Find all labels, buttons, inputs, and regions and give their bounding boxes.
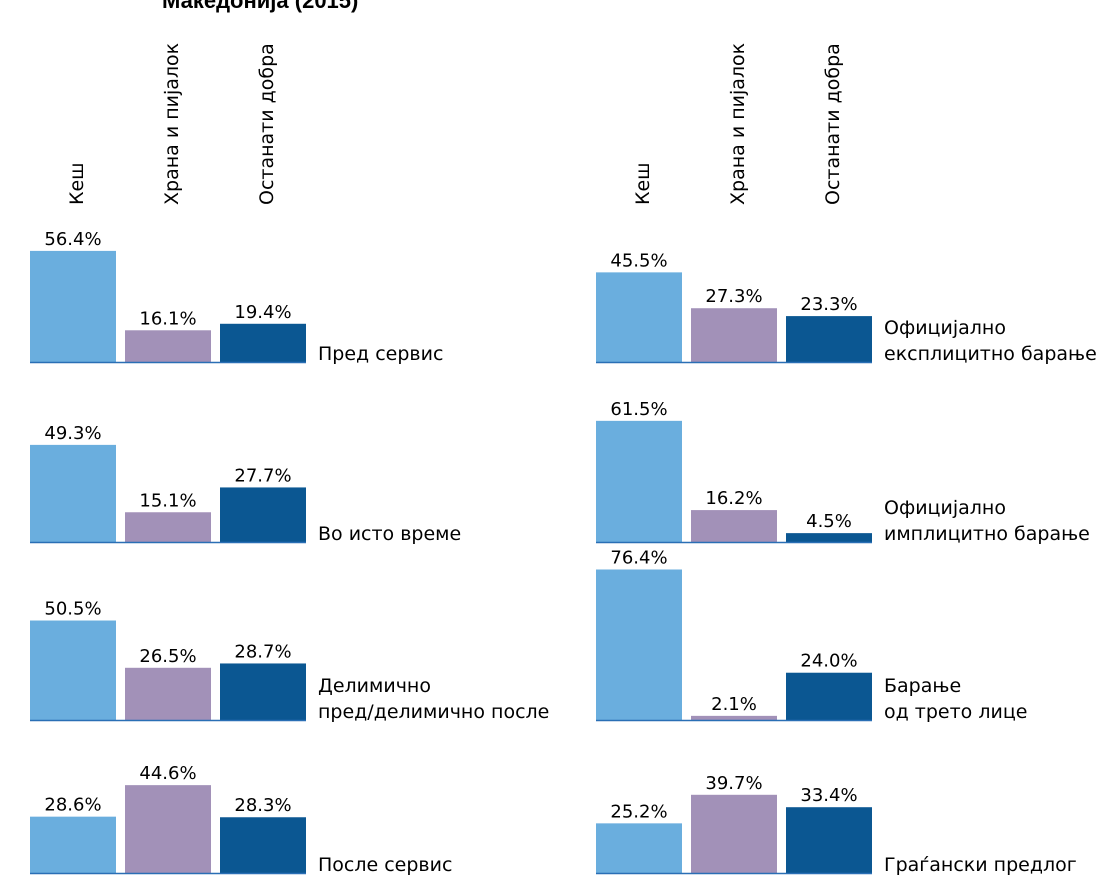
- data-label: 28.3%: [234, 795, 291, 816]
- bar: [220, 663, 306, 720]
- data-label: 19.4%: [234, 302, 291, 323]
- chart-title: Македонија (2015): [162, 0, 359, 13]
- bar: [786, 316, 872, 362]
- group-label: Во исто време: [318, 523, 461, 545]
- group-label: После сервис: [318, 854, 452, 875]
- bar: [691, 510, 777, 542]
- data-label: 2.1%: [711, 694, 757, 715]
- group-label: Делимично: [318, 675, 431, 697]
- data-label: 27.3%: [705, 286, 762, 307]
- bar: [220, 323, 306, 362]
- bar: [220, 487, 306, 542]
- bar: [30, 444, 116, 542]
- bar: [30, 250, 116, 362]
- data-label: 56.4%: [44, 229, 101, 250]
- series-header: Храна и пијалок: [727, 43, 749, 205]
- bar: [596, 420, 682, 542]
- data-label: 27.7%: [234, 465, 291, 486]
- bar: [596, 823, 682, 873]
- data-label: 49.3%: [44, 423, 101, 444]
- group-label: Граѓански предлог: [884, 854, 1077, 875]
- bar: [786, 533, 872, 542]
- data-label: 16.1%: [139, 308, 196, 329]
- group-label: Официјално: [884, 317, 1006, 339]
- group-label: Официјално: [884, 497, 1006, 519]
- data-label: 33.4%: [800, 785, 857, 806]
- data-label: 50.5%: [44, 599, 101, 620]
- data-label: 28.7%: [234, 641, 291, 662]
- data-label: 39.7%: [705, 773, 762, 794]
- bar: [220, 817, 306, 873]
- group-label: Пред сервис: [318, 343, 443, 365]
- bar: [691, 715, 777, 720]
- data-label: 28.6%: [44, 795, 101, 816]
- group-label: од трето лице: [884, 701, 1027, 723]
- bar: [125, 667, 211, 720]
- bar: [596, 272, 682, 362]
- data-label: 26.5%: [139, 646, 196, 667]
- series-header: Кеш: [66, 162, 88, 205]
- bar: [786, 807, 872, 873]
- data-label: 15.1%: [139, 490, 196, 511]
- bar: [596, 569, 682, 720]
- bar: [786, 672, 872, 720]
- group-label: експлицитно барање: [884, 343, 1097, 365]
- data-label: 61.5%: [610, 399, 667, 420]
- bar: [125, 785, 211, 873]
- data-label: 24.0%: [800, 651, 857, 672]
- data-label: 45.5%: [610, 250, 667, 271]
- data-label: 25.2%: [610, 801, 667, 822]
- series-header: Останати добра: [256, 43, 278, 205]
- group-label: пред/делимично после: [318, 701, 549, 723]
- data-label: 23.3%: [800, 294, 857, 315]
- group-label: Барање: [884, 675, 961, 697]
- group-label: имплицитно барање: [884, 523, 1090, 545]
- bar: [691, 308, 777, 362]
- bar: [30, 816, 116, 873]
- series-header: Кеш: [632, 162, 654, 205]
- data-label: 44.6%: [139, 763, 196, 784]
- data-label: 4.5%: [806, 511, 852, 532]
- bar: [125, 330, 211, 362]
- data-label: 76.4%: [610, 547, 667, 568]
- bar: [30, 620, 116, 720]
- series-header: Останати добра: [822, 43, 844, 205]
- data-label: 16.2%: [705, 488, 762, 509]
- series-header: Храна и пијалок: [161, 43, 183, 205]
- bar: [125, 512, 211, 542]
- bar: [691, 794, 777, 873]
